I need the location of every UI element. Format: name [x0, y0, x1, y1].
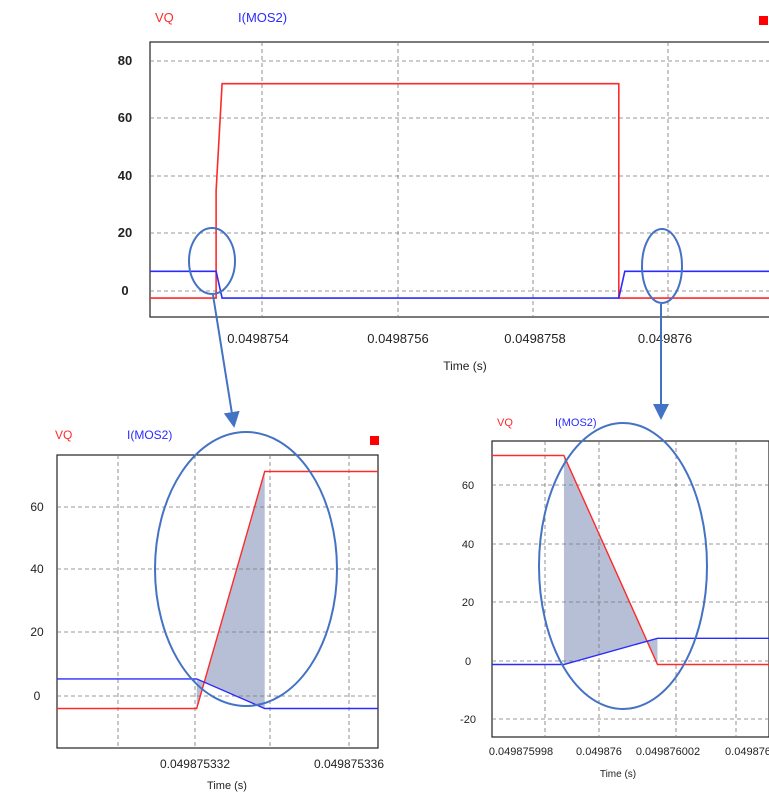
y-tick-label: 60: [30, 500, 44, 514]
highlight-ellipse: [538, 422, 708, 710]
legend-entry-vq: VQ: [55, 428, 72, 442]
y-tick-label: 0: [34, 689, 41, 703]
y-tick-label: 80: [118, 53, 132, 68]
y-tick-label: 60: [462, 480, 474, 492]
highlight-ellipse: [188, 227, 236, 295]
legend-marker-icon: [759, 16, 768, 25]
series-line-imos2: [57, 678, 378, 710]
y-tick-label: 20: [462, 597, 474, 609]
series-line-imos2: [150, 270, 769, 299]
plot-frame-2: [491, 440, 769, 738]
x-tick-label: 0.0498758: [504, 331, 565, 346]
x-axis-label: Time (s): [443, 359, 487, 373]
y-tick-label: 0: [121, 283, 128, 298]
series-line-vq: [492, 454, 769, 666]
x-tick-label: 0.049876: [638, 331, 692, 346]
series-line-imos2: [492, 637, 769, 666]
legend-entry-imos2: I(MOS2): [238, 10, 287, 25]
x-tick-label: 0.049876002: [636, 746, 700, 758]
series-line-vq: [57, 470, 378, 710]
x-tick-label: 0.0498756: [367, 331, 428, 346]
x-tick-label: 0.049875998: [489, 746, 553, 758]
series-line-vq: [150, 82, 769, 299]
x-tick-label: 0.049876: [576, 746, 622, 758]
legend-entry-vq: VQ: [497, 417, 513, 429]
x-axis-label: Time (s): [600, 769, 636, 780]
highlight-ellipse: [641, 228, 683, 304]
y-tick-label: 40: [118, 168, 132, 183]
y-tick-label: 20: [118, 225, 132, 240]
legend-entry-imos2: I(MOS2): [127, 428, 172, 442]
y-tick-label: 40: [462, 539, 474, 551]
x-tick-label: 0.049875336: [314, 757, 384, 771]
legend-marker-icon: [370, 436, 379, 445]
x-tick-label: 0.049876: [725, 746, 769, 758]
y-tick-label: -20: [460, 714, 476, 726]
y-tick-label: 0: [465, 656, 471, 668]
x-tick-label: 0.049875332: [160, 757, 230, 771]
plot-frame-0: [149, 41, 769, 318]
x-axis-label: Time (s): [207, 780, 247, 792]
y-tick-label: 40: [30, 562, 44, 576]
legend-entry-imos2: I(MOS2): [555, 417, 597, 429]
plot-frame-1: [56, 454, 379, 749]
arrow-icon: [212, 294, 240, 428]
highlight-ellipse: [154, 431, 338, 707]
x-tick-label: 0.0498754: [227, 331, 288, 346]
legend-entry-vq: VQ: [155, 10, 174, 25]
y-tick-label: 20: [30, 625, 44, 639]
y-tick-label: 60: [118, 110, 132, 125]
